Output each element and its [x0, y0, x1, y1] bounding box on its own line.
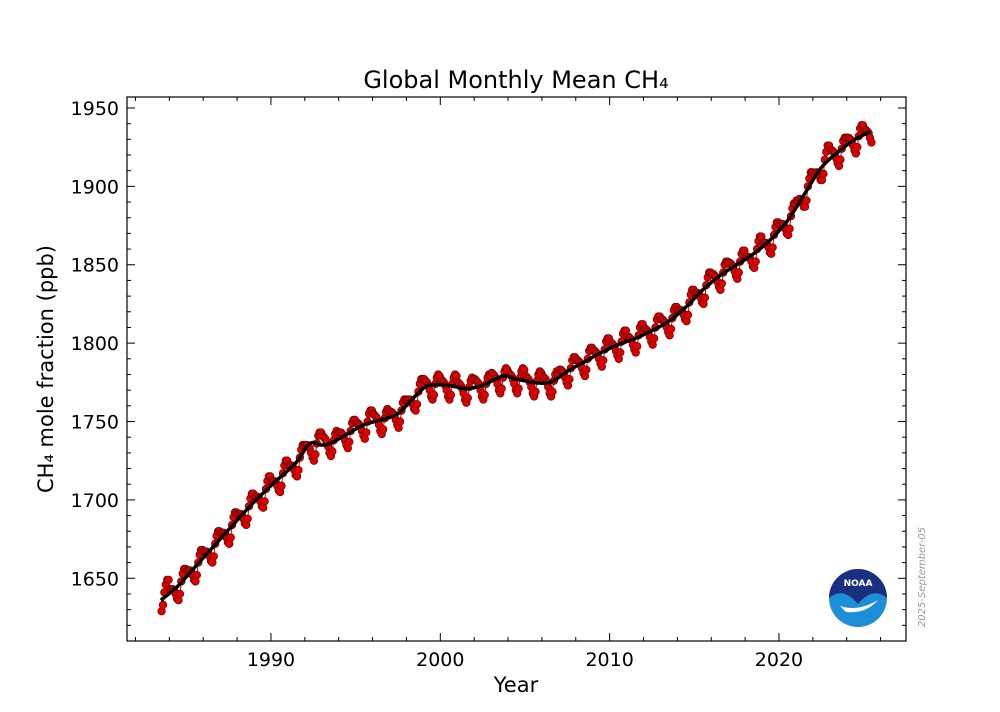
monthly-point — [412, 400, 422, 409]
monthly-point — [666, 324, 676, 334]
monthly-point — [175, 589, 185, 599]
monthly-point — [429, 390, 439, 400]
monthly-point — [700, 293, 710, 302]
monthly-point — [616, 348, 625, 357]
date-stamp: 2025-September-05 — [917, 527, 928, 627]
y-tick-label: 1900 — [71, 176, 119, 198]
monthly-point — [836, 155, 845, 164]
monthly-point — [717, 279, 726, 288]
y-tick-label: 1650 — [71, 568, 119, 590]
y-axis-label: CH₄ mole fraction (ppb) — [34, 245, 58, 493]
monthly-point — [480, 390, 489, 400]
monthly-point — [209, 552, 218, 561]
monthly-point — [599, 356, 608, 365]
noaa-logo: NOAA — [829, 569, 887, 627]
x-tick-label: 2020 — [755, 649, 803, 671]
monthly-point — [362, 428, 371, 437]
chart-title: Global Monthly Mean CH₄ — [363, 66, 668, 94]
monthly-point — [395, 417, 405, 426]
x-axis-label: Year — [493, 673, 539, 697]
noaa-logo-text: NOAA — [844, 579, 873, 589]
y-tick-label: 1750 — [71, 412, 119, 434]
monthly-line — [161, 124, 872, 612]
monthly-point — [734, 268, 743, 277]
monthly-point — [768, 243, 777, 252]
trend-line — [159, 129, 872, 602]
monthly-point — [785, 224, 794, 233]
monthly-point — [328, 447, 337, 456]
y-tick-label: 1800 — [71, 333, 119, 355]
monthly-point — [446, 390, 456, 400]
x-tick-label: 2000 — [416, 649, 464, 671]
monthly-point — [260, 497, 269, 506]
monthly-point — [531, 387, 540, 396]
monthly-point — [277, 481, 286, 490]
plot-frame — [126, 96, 907, 642]
monthly-point — [649, 334, 659, 343]
monthly-point — [345, 437, 354, 447]
noaa-logo-bird-icon — [840, 600, 878, 613]
monthly-point — [243, 514, 252, 523]
monthly-point — [683, 310, 693, 320]
monthly-point — [751, 257, 760, 266]
monthly-point — [164, 575, 173, 585]
y-tick-label: 1700 — [71, 490, 119, 512]
monthly-point — [867, 138, 876, 147]
monthly-point — [226, 533, 235, 542]
x-tick-label: 1990 — [247, 649, 295, 671]
data-marks — [157, 121, 876, 616]
monthly-point — [311, 450, 320, 459]
monthly-point — [853, 143, 862, 152]
y-tick-label: 1950 — [71, 98, 119, 120]
monthly-point — [294, 465, 303, 475]
monthly-point — [565, 375, 574, 384]
monthly-point — [192, 571, 202, 580]
monthly-point — [514, 384, 523, 393]
monthly-point — [378, 425, 388, 434]
y-tick-label: 1850 — [71, 255, 119, 277]
monthly-point — [158, 600, 168, 610]
monthly-point — [582, 365, 591, 374]
noaa-logo-top — [829, 569, 887, 604]
axis-ticks: 1990 2000 2010 2020 1650 1700 1750 1800 1850 1900… — [71, 97, 906, 671]
monthly-point — [633, 342, 642, 351]
monthly-point — [802, 196, 811, 205]
monthly-point — [548, 387, 557, 396]
monthly-point — [497, 384, 506, 393]
monthly-point — [463, 393, 472, 403]
x-tick-label: 2010 — [585, 649, 633, 671]
monthly-point — [819, 169, 828, 178]
